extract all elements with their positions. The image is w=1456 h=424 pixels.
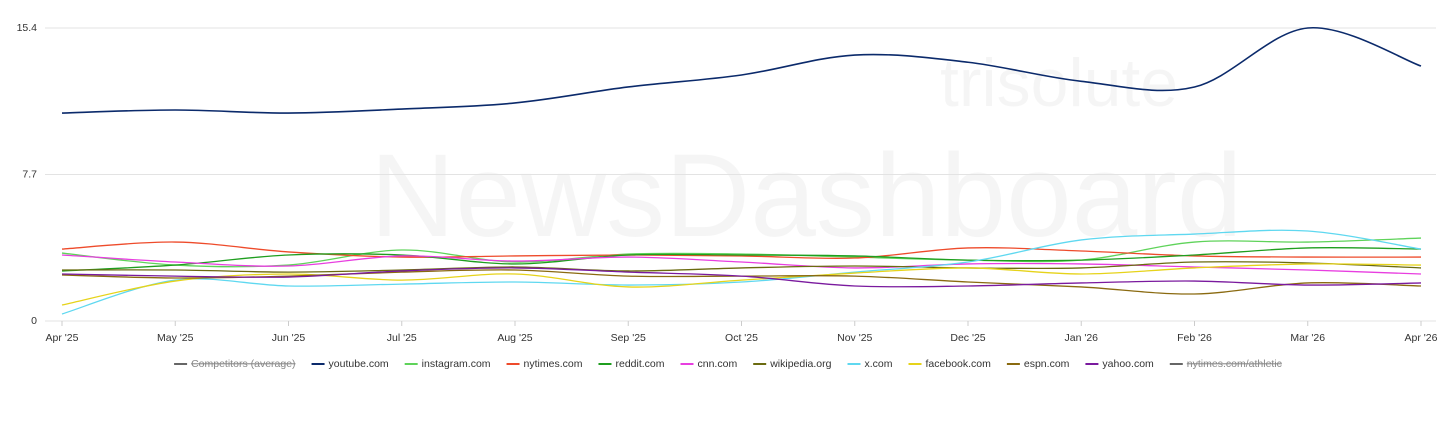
legend-label: wikipedia.org <box>769 358 831 370</box>
x-tick-label: Jan '26 <box>1064 332 1098 344</box>
legend-label: cnn.com <box>698 358 738 370</box>
legend: Competitors (average) youtube.com instagra… <box>174 358 1282 370</box>
legend-label: nytimes.com <box>524 358 583 370</box>
legend-label: nytimes.com/athletic <box>1187 358 1282 370</box>
series-line <box>61 263 1422 306</box>
x-tick-label: Oct '25 <box>725 332 758 344</box>
legend-item[interactable]: espn.com <box>1006 358 1070 370</box>
legend-label: Competitors (average) <box>191 358 295 370</box>
legend-item[interactable]: facebook.com <box>908 358 992 370</box>
x-tick-label: Sep '25 <box>611 332 646 344</box>
y-tick-label: 7.7 <box>22 168 37 180</box>
legend-label: yahoo.com <box>1102 358 1154 370</box>
legend-item[interactable]: instagram.com <box>404 358 491 370</box>
x-tick-label: Dec '25 <box>950 332 985 344</box>
legend-item[interactable]: Competitors (average) <box>174 358 296 370</box>
legend-item[interactable]: wikipedia.org <box>753 358 832 370</box>
legend-label: youtube.com <box>329 358 389 370</box>
watermark-brand: trisolute <box>940 45 1178 121</box>
series-line <box>61 254 1422 275</box>
legend-label: facebook.com <box>926 358 992 370</box>
x-tick-label: Aug '25 <box>497 332 532 344</box>
legend-item[interactable]: youtube.com <box>311 358 389 370</box>
series-line <box>61 267 1422 288</box>
legend-label: instagram.com <box>422 358 491 370</box>
y-tick-label: 15.4 <box>17 22 38 34</box>
series-line <box>61 27 1422 114</box>
x-tick-label: Apr '25 <box>46 332 79 344</box>
legend-item[interactable]: x.com <box>847 358 893 370</box>
series-line <box>61 241 1422 260</box>
x-tick-label: Feb '26 <box>1177 332 1212 344</box>
legend-item[interactable]: nytimes.com/athletic <box>1169 358 1282 370</box>
x-tick-label: Apr '26 <box>1405 332 1438 344</box>
legend-label: reddit.com <box>615 358 664 370</box>
watermark-product: NewsDashboard <box>370 130 1242 262</box>
legend-item[interactable]: yahoo.com <box>1085 358 1154 370</box>
series-line <box>61 261 1422 273</box>
x-tick-label: Nov '25 <box>837 332 872 344</box>
legend-item[interactable]: cnn.com <box>680 358 738 370</box>
x-tick-label: Jul '25 <box>387 332 417 344</box>
series-line <box>61 247 1422 272</box>
series-line <box>61 229 1422 315</box>
x-tick-label: Jun '25 <box>272 332 306 344</box>
legend-label: x.com <box>864 358 892 370</box>
legend-item[interactable]: reddit.com <box>598 358 665 370</box>
y-tick-label: 0 <box>31 315 37 327</box>
x-tick-label: May '25 <box>157 332 194 344</box>
series-line <box>61 237 1422 268</box>
x-tick-label: Mar '26 <box>1290 332 1325 344</box>
legend-item[interactable]: nytimes.com <box>506 358 583 370</box>
legend-label: espn.com <box>1024 358 1070 370</box>
